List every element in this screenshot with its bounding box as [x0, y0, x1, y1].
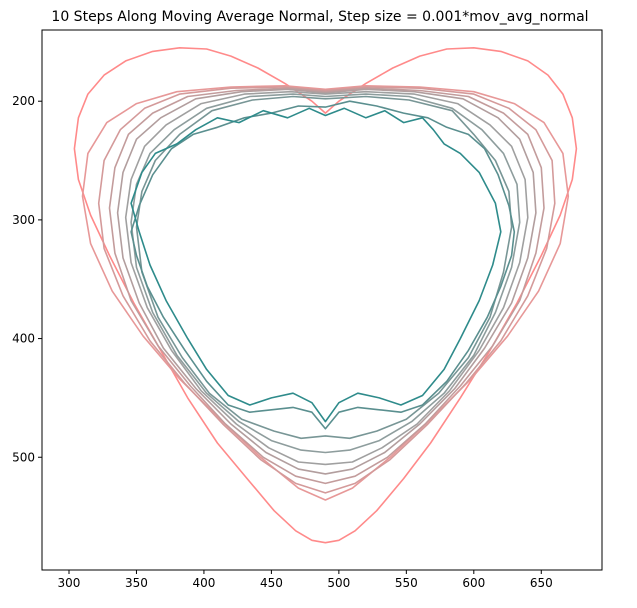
series-line-5 [116, 88, 537, 475]
chart-title: 10 Steps Along Moving Average Normal, St… [51, 9, 588, 25]
series-line-10 [130, 107, 502, 423]
plot-area [73, 47, 578, 544]
plot-frame [41, 29, 603, 571]
series-line-8 [135, 95, 513, 440]
x-tick-label: 450 [260, 576, 283, 590]
axes: 300 350 400 450 500 550 600 650 200 300 400 500 [12, 29, 603, 590]
x-tick-label: 400 [192, 576, 215, 590]
series-line-4 [108, 87, 545, 485]
x-tick-label: 350 [125, 576, 148, 590]
y-tick-label: 500 [12, 450, 35, 464]
x-tick-label: 600 [462, 576, 485, 590]
series-line-3 [97, 86, 556, 494]
series-line-7 [130, 93, 521, 454]
x-tick-label: 650 [530, 576, 553, 590]
series-line-1 [73, 47, 578, 544]
y-tick-label: 200 [12, 94, 35, 108]
x-tick-label: 300 [58, 576, 81, 590]
series-line-9 [130, 100, 516, 430]
series-line-6 [124, 90, 529, 466]
y-tick-label: 400 [12, 332, 35, 346]
x-tick-label: 550 [395, 576, 418, 590]
series-line-2 [81, 85, 570, 501]
y-tick-label: 300 [12, 213, 35, 227]
x-tick-label: 500 [327, 576, 350, 590]
